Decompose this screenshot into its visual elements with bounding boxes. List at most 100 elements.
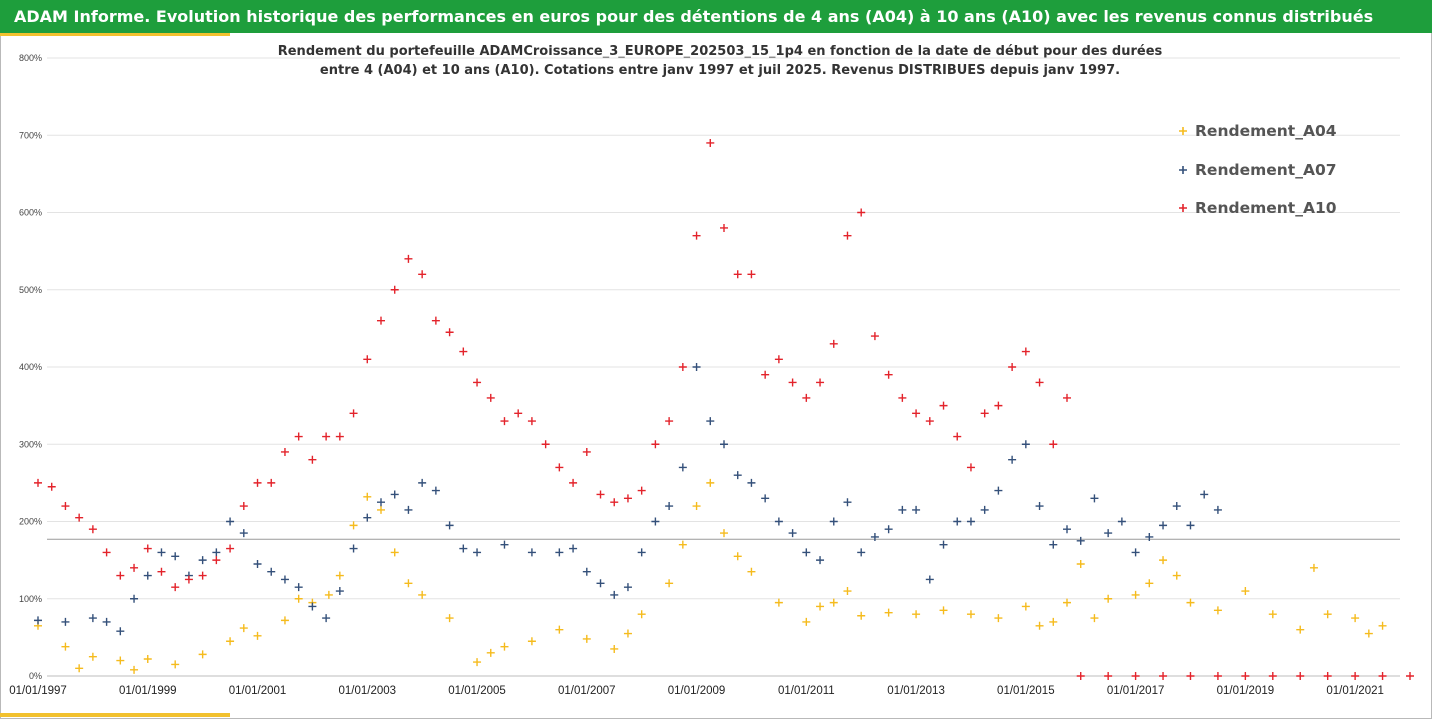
chart-title-line-1: Rendement du portefeuille ADAMCroissance… xyxy=(277,44,1163,59)
data-point xyxy=(1364,629,1373,638)
data-point xyxy=(569,478,578,487)
data-point xyxy=(445,614,454,623)
data-point xyxy=(267,478,276,487)
data-point xyxy=(637,610,646,619)
data-point xyxy=(390,285,399,294)
data-point xyxy=(761,370,770,379)
data-point xyxy=(884,370,893,379)
data-point xyxy=(816,378,825,387)
data-point xyxy=(88,652,97,661)
legend: Rendement_A04 Rendement_A07 Rendement_A10 xyxy=(1179,122,1337,217)
data-point xyxy=(1131,672,1140,680)
data-point xyxy=(788,378,797,387)
data-point xyxy=(390,548,399,557)
data-point xyxy=(898,505,907,514)
data-point xyxy=(349,409,358,418)
data-point xyxy=(843,587,852,596)
data-point xyxy=(1296,625,1305,634)
data-point xyxy=(75,664,84,673)
data-point xyxy=(733,270,742,279)
data-point xyxy=(582,567,591,576)
data-point xyxy=(774,598,783,607)
x-tick-label: 01/01/2001 xyxy=(229,685,287,697)
data-point xyxy=(637,486,646,495)
data-point xyxy=(802,617,811,626)
data-point xyxy=(1063,393,1071,402)
data-point xyxy=(1268,672,1277,680)
x-tick-label: 01/01/2013 xyxy=(887,685,945,697)
data-point xyxy=(665,579,674,588)
data-point xyxy=(445,328,454,337)
data-point xyxy=(1172,571,1181,580)
y-tick-label: 700% xyxy=(19,130,42,140)
data-point xyxy=(280,575,289,584)
data-point xyxy=(212,556,221,565)
data-point xyxy=(500,540,509,549)
data-point xyxy=(870,332,879,341)
data-point xyxy=(308,455,317,464)
data-point xyxy=(966,463,975,472)
data-point xyxy=(678,363,687,371)
data-point xyxy=(1406,672,1414,680)
data-point xyxy=(1186,672,1195,680)
data-point xyxy=(1145,532,1154,541)
data-point xyxy=(1145,579,1154,588)
data-point xyxy=(363,513,372,522)
data-point xyxy=(953,432,962,441)
data-point xyxy=(377,498,385,507)
data-point xyxy=(925,575,934,584)
data-point xyxy=(774,355,783,364)
data-point xyxy=(1241,587,1250,596)
data-point xyxy=(404,579,413,588)
data-point xyxy=(1200,490,1209,499)
data-point xyxy=(857,208,866,217)
data-point xyxy=(1351,614,1360,623)
data-point xyxy=(651,440,660,449)
data-point xyxy=(459,544,468,553)
data-point xyxy=(1186,598,1195,607)
data-point xyxy=(404,505,413,514)
data-point xyxy=(253,559,262,568)
chart-title: Rendement du portefeuille ADAMCroissance… xyxy=(150,42,1290,80)
data-point xyxy=(1049,540,1058,549)
x-tick-label: 01/01/2003 xyxy=(338,685,396,697)
data-point xyxy=(1008,363,1017,371)
data-point xyxy=(816,602,825,611)
x-tick-label: 01/01/2007 xyxy=(558,685,616,697)
data-point xyxy=(788,529,797,538)
data-point xyxy=(239,624,248,633)
data-point xyxy=(143,571,152,580)
data-point xyxy=(61,642,70,651)
data-point xyxy=(541,440,550,449)
data-point xyxy=(500,642,509,651)
legend-marker xyxy=(1179,166,1187,174)
data-point xyxy=(1378,672,1387,680)
data-point xyxy=(829,517,838,526)
gridlines xyxy=(47,57,1400,677)
data-point xyxy=(802,548,811,557)
data-point xyxy=(747,567,756,576)
data-point xyxy=(335,571,344,580)
data-point xyxy=(829,339,838,348)
x-tick-label: 01/01/1999 xyxy=(119,685,177,697)
data-point xyxy=(706,138,715,147)
data-point xyxy=(239,502,248,511)
data-point xyxy=(226,637,235,646)
data-point xyxy=(569,544,578,553)
data-point xyxy=(857,548,866,557)
data-point xyxy=(418,478,427,487)
header-accent-line xyxy=(0,33,230,36)
data-point xyxy=(198,571,207,580)
data-point xyxy=(130,665,139,674)
x-tick-label: 01/01/2017 xyxy=(1107,685,1165,697)
data-point xyxy=(939,606,948,615)
data-point xyxy=(527,637,536,646)
data-point xyxy=(912,610,921,619)
data-point xyxy=(473,548,482,557)
x-tick-label: 01/01/2021 xyxy=(1326,685,1384,697)
data-point xyxy=(857,611,866,620)
y-tick-label: 600% xyxy=(19,208,42,218)
data-point xyxy=(212,548,221,557)
data-point xyxy=(939,401,948,410)
